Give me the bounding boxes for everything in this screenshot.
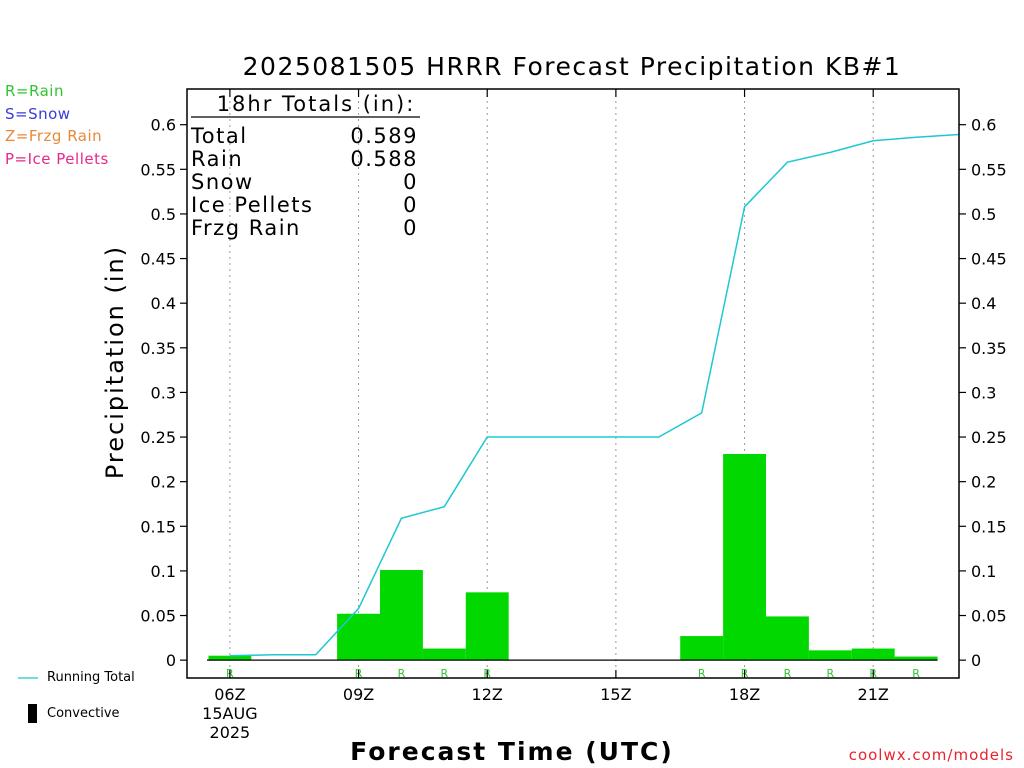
bar-17z [680,636,724,661]
x-axis-label: Forecast Time (UTC) [350,737,674,766]
y-tick-label-left: 0.45 [140,250,176,269]
y-tick-label-left: 0.6 [151,116,176,135]
y-tick-label-right: 0.4 [971,294,996,313]
totals-label: Total [190,124,248,148]
bar-22z [894,656,938,661]
x-tick-label: 09Z [343,685,374,704]
bar-12z [465,592,509,661]
x-tick-sublabel: 15AUG [202,704,257,723]
y-tick-label-right: 0.1 [971,562,996,581]
totals-label: Ice Pellets [191,193,313,217]
legend-frzg-rain: Z=Frzg Rain [5,127,103,145]
x-tick-label: 06Z [214,685,245,704]
bar-11z [422,648,466,661]
y-tick-label-left: 0.5 [151,205,176,224]
y-tick-label-right: 0.45 [971,250,1007,269]
y-tick-label-left: 0.55 [140,160,176,179]
precip-type-label-11z: R [441,667,449,680]
totals-value: 0.588 [350,147,418,171]
y-axis-left: 0 0.05 0.1 0.15 0.2 0.25 0.3 0.35 0.4 0.45 0.5 0.55… [140,116,187,670]
running-total-legend-label: Running Total [47,670,135,685]
y-tick-label-left: 0.15 [140,517,176,536]
y-tick-label-right: 0.15 [971,517,1007,536]
y-tick-label-left: 0.2 [151,473,176,492]
site-credit: coolwx.com/models [848,746,1014,764]
y-axis-label: Precipitation (in) [101,245,129,479]
totals-value: 0 [403,193,418,217]
bar-6z [208,655,252,661]
precip-type-label-17z: R [698,667,706,680]
y-tick-label-right: 0.5 [971,205,996,224]
precip-type-label-20z: R [827,667,835,680]
y-tick-label-left: 0 [166,651,176,670]
y-tick-label-right: 0.05 [971,607,1007,626]
y-tick-label-right: 0.25 [971,428,1007,447]
y-tick-label-right: 0.35 [971,339,1007,358]
bar-9z [337,613,380,661]
y-tick-label-left: 0.35 [140,339,176,358]
precip-type-label-10z: R [398,667,406,680]
y-tick-label-right: 0 [971,651,981,670]
y-tick-label-right: 0.6 [971,116,996,135]
precip-type-label-19z: R [784,667,792,680]
bar-21z [851,648,895,661]
legend-rain: R=Rain [5,82,64,100]
chart-title: 2025081505 HRRR Forecast Precipitation K… [243,52,902,81]
x-tick-label: 21Z [858,685,889,704]
bar-19z [766,616,809,661]
convective-legend-swatch [28,704,37,723]
precip-type-label-22z: R [912,667,920,680]
totals-label: Rain [191,147,243,171]
y-tick-label-right: 0.2 [971,473,996,492]
running-total-line [229,133,960,657]
totals-label: Frzg Rain [191,216,301,240]
bar-20z [808,650,852,661]
running-total-series [229,133,960,657]
y-tick-label-right: 0.55 [971,160,1007,179]
x-tick-label: 15Z [600,685,631,704]
legend-ice-pellets: P=Ice Pellets [5,150,109,168]
bar-10z [380,570,423,661]
grid-lines [229,89,874,678]
totals-header: 18hr Totals (in): [217,92,416,116]
bar-18z [723,454,766,661]
y-tick-label-left: 0.1 [151,562,176,581]
totals-value: 0 [403,170,418,194]
totals-value: 0 [403,216,418,240]
totals-value: 0.589 [350,124,418,148]
y-axis-right: 0 0.05 0.1 0.15 0.2 0.25 0.3 0.35 0.4 0.45 0.5 0.55… [959,116,1007,670]
plot-frame [186,88,960,679]
bars [208,454,938,661]
y-tick-label-left: 0.25 [140,428,176,447]
convective-legend-label: Convective [47,706,120,721]
y-tick-label-left: 0.3 [151,383,176,402]
x-tick-sublabel: 2025 [210,723,251,742]
y-tick-label-right: 0.3 [971,383,996,402]
legend-snow: S=Snow [5,105,71,123]
y-tick-label-left: 0.05 [140,607,176,626]
totals-box: 18hr Totals (in): Total 0.589 Rain 0.588 Sno… [190,92,420,240]
totals-label: Snow [191,170,254,194]
x-tick-label: 18Z [729,685,760,704]
x-tick-label: 12Z [472,685,503,704]
y-tick-label-left: 0.4 [151,294,176,313]
